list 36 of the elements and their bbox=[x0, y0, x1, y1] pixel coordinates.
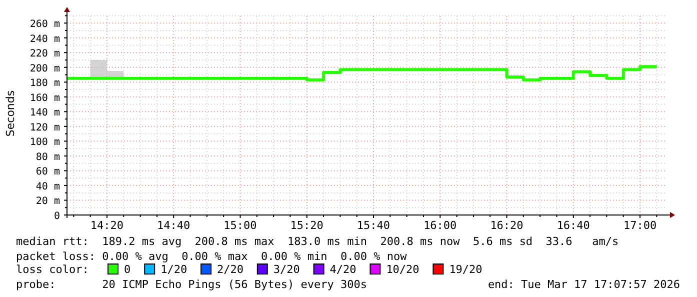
text: probe: 20 ICMP Echo Pings (56 Bytes) every 300s bbox=[16, 278, 367, 291]
y-tick-label: 260 m bbox=[30, 19, 60, 30]
y-tick-label: 60 m bbox=[36, 166, 60, 178]
x-tick-label: 15:20 bbox=[290, 219, 324, 232]
legend-label: 0 bbox=[124, 263, 131, 276]
legend-label: 19/20 bbox=[449, 263, 482, 276]
y-tick-label: 120 m bbox=[30, 122, 60, 134]
y-tick-label: 0 bbox=[54, 211, 60, 222]
x-tick-label: 15:40 bbox=[356, 219, 390, 232]
x-tick-label: 17:00 bbox=[623, 219, 657, 232]
y-tick-label: 140 m bbox=[30, 108, 60, 119]
y-tick-label: 80 m bbox=[36, 152, 60, 163]
legend-label: 3/20 bbox=[273, 263, 300, 276]
x-tick-label: 16:00 bbox=[424, 219, 457, 232]
x-tick-label: 14:20 bbox=[90, 219, 124, 232]
y-tick-label: 100 m bbox=[30, 137, 60, 148]
legend-label: 4/20 bbox=[330, 263, 356, 276]
x-tick-label: 15:00 bbox=[224, 219, 257, 232]
text: end: Tue Mar 17 17:07:57 2026 bbox=[488, 278, 680, 291]
legend-label: 2/20 bbox=[217, 263, 244, 276]
y-tick-label: 20 m bbox=[36, 196, 60, 208]
y-tick-label: 240 m bbox=[30, 34, 60, 45]
y-axis-title: Seconds bbox=[4, 90, 17, 137]
legend-label: 1/20 bbox=[160, 263, 188, 276]
text: packet loss: 0.00 % avg 0.00 % max 0.00 % min 0.00 % now bbox=[16, 250, 408, 263]
legend-label: 10/20 bbox=[386, 263, 420, 276]
y-tick-label: 200 m bbox=[30, 63, 60, 74]
y-tick-label: 40 m bbox=[36, 181, 60, 192]
y-tick-label: 180 m bbox=[30, 78, 60, 90]
y-tick-label: 220 m bbox=[30, 48, 60, 60]
x-tick-label: 16:20 bbox=[490, 219, 524, 232]
x-tick-label: 14:40 bbox=[157, 219, 190, 232]
legend-title: loss color: bbox=[16, 263, 89, 276]
x-tick-label: 16:40 bbox=[556, 219, 590, 232]
y-tick-label: 160 m bbox=[30, 92, 60, 104]
text: median rtt: 189.2 ms avg 200.8 ms max 183.0 ms min 200.8 ms now 5.6 ms sd 33.6 am/s bbox=[16, 235, 619, 248]
